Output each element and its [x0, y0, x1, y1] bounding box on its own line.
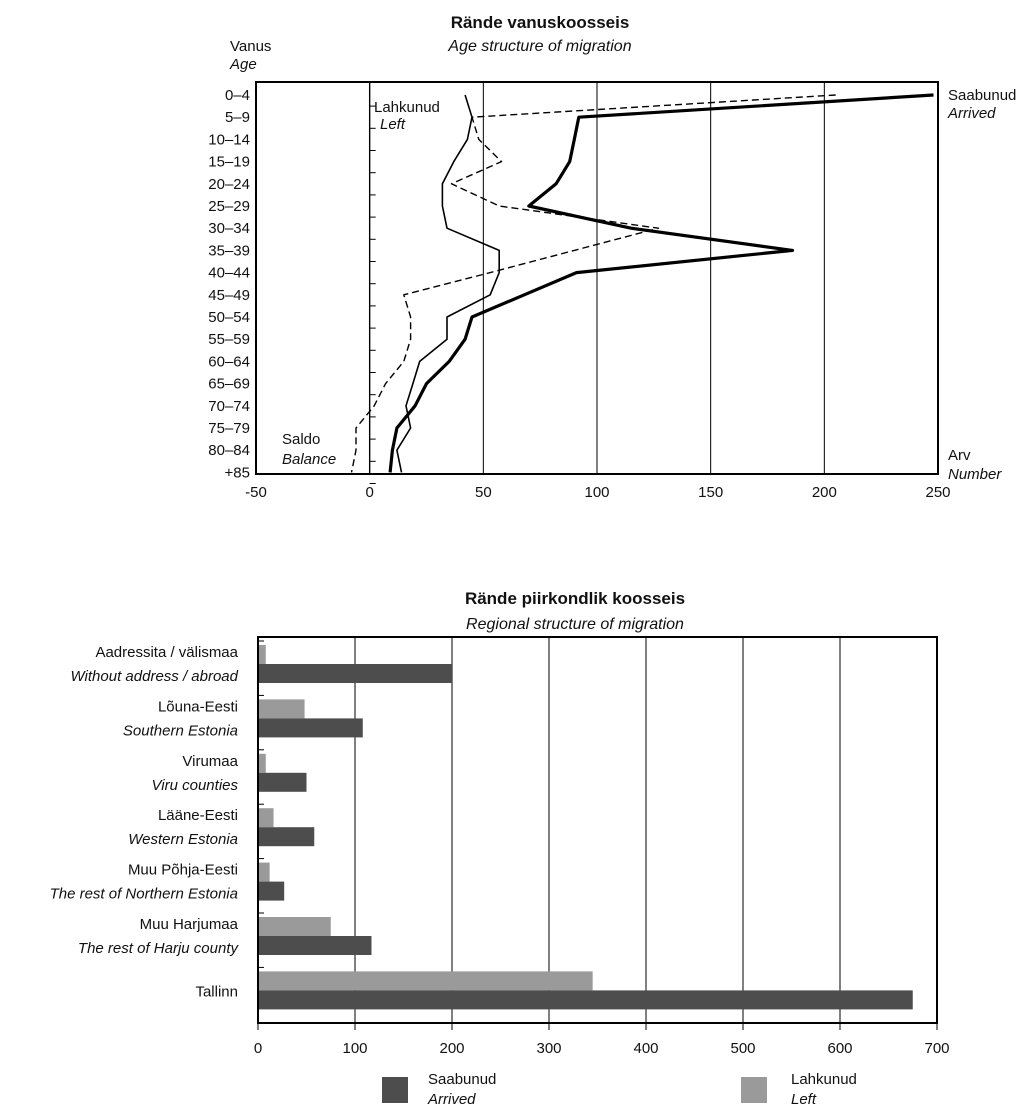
- age-grid: [368, 82, 825, 474]
- annotation-left: Lahkunud: [374, 99, 440, 116]
- age-chart-subtitle: Age structure of migration: [447, 38, 631, 55]
- regional-category-label-en: Western Estonia: [128, 831, 238, 848]
- regional-chart-subtitle: Regional structure of migration: [466, 616, 684, 633]
- regional-x-tick-label: 200: [439, 1040, 464, 1057]
- legend-label-left-en: Left: [791, 1091, 817, 1108]
- age-y-tick-label: 20–24: [208, 176, 250, 193]
- bar-left: [258, 753, 266, 773]
- age-y-tick-label: 35–39: [208, 242, 250, 259]
- legend-swatch-arrived: [382, 1077, 408, 1103]
- age-series: [350, 93, 934, 473]
- bar-left: [258, 971, 593, 991]
- bar-left: [258, 862, 270, 882]
- age-series-balance: [350, 94, 836, 473]
- regional-bars: [258, 645, 913, 1010]
- bar-arrived: [258, 664, 452, 683]
- legend-swatch-left: [741, 1077, 767, 1103]
- regional-ticks: Aadressita / välismaa Without address / a…: [50, 640, 950, 1057]
- regional-x-tick-label: 600: [827, 1040, 852, 1057]
- regional-category-label-en: Southern Estonia: [123, 722, 238, 739]
- age-ticks: -50 0 50 100 150 200 250 0–4 5–9 10–14 15–19 20–24 2…: [208, 87, 950, 501]
- annotation-arrived-en: Arrived: [947, 105, 996, 122]
- age-y-tick-label: 80–84: [208, 442, 250, 459]
- legend-label-arrived: Saabunud: [428, 1071, 496, 1088]
- age-y-tick-label: +85: [225, 464, 250, 481]
- annotation-left-en: Left: [380, 116, 406, 133]
- bar-arrived: [258, 936, 372, 955]
- bar-left: [258, 808, 274, 828]
- bar-left: [258, 917, 331, 936]
- age-y-tick-label: 0–4: [225, 87, 250, 104]
- age-y-axis-label-en: Age: [229, 56, 257, 73]
- bar-left: [258, 645, 266, 664]
- age-x-tick-label: 50: [475, 484, 492, 501]
- regional-x-tick-label: 700: [924, 1040, 949, 1057]
- age-y-tick-label: 45–49: [208, 287, 250, 304]
- regional-category-label-en: Viru counties: [152, 777, 239, 794]
- age-y-tick-label: 40–44: [208, 265, 250, 282]
- age-y-axis-label: Vanus: [230, 38, 271, 55]
- regional-category-label-en: Without address / abroad: [71, 668, 239, 685]
- bar-arrived: [258, 772, 307, 792]
- age-x-tick-label: 200: [812, 484, 837, 501]
- age-x-axis-label-en: Number: [948, 466, 1002, 483]
- regional-category-label: Muu Harjumaa: [140, 916, 239, 933]
- age-y-tick-label: 75–79: [208, 420, 250, 437]
- age-chart-title: Rände vanuskoosseis: [451, 13, 630, 32]
- age-x-tick-label: 150: [698, 484, 723, 501]
- bar-arrived: [258, 881, 285, 901]
- age-y-tick-label: 5–9: [225, 109, 250, 126]
- age-series-arrived: [388, 93, 934, 473]
- bar-arrived: [258, 718, 363, 738]
- regional-category-label-en: The rest of Northern Estonia: [50, 886, 238, 903]
- regional-x-tick-label: 0: [254, 1040, 262, 1057]
- age-x-tick-label: 100: [584, 484, 609, 501]
- annotation-balance: Saldo: [282, 431, 320, 448]
- regional-x-tick-label: 500: [730, 1040, 755, 1057]
- age-x-tick-label: 0: [365, 484, 373, 501]
- legend-label-left: Lahkunud: [791, 1071, 857, 1088]
- regional-grid: [354, 637, 841, 1023]
- age-chart: Rände vanuskoosseis Age structure of mig…: [208, 13, 1016, 501]
- regional-x-tick-label: 400: [633, 1040, 658, 1057]
- regional-category-label: Muu Põhja-Eesti: [128, 862, 238, 879]
- age-y-tick-label: 25–29: [208, 198, 250, 215]
- regional-x-tick-label: 300: [536, 1040, 561, 1057]
- regional-category-label: Lääne-Eesti: [158, 807, 238, 824]
- age-y-tick-label: 15–19: [208, 154, 250, 171]
- age-series-left: [396, 94, 501, 473]
- age-x-tick-label: 250: [925, 484, 950, 501]
- annotation-balance-en: Balance: [282, 451, 336, 468]
- bar-arrived: [258, 827, 315, 847]
- age-y-tick-label: 60–64: [208, 353, 250, 370]
- age-y-tick-label: 55–59: [208, 331, 250, 348]
- age-y-tick-label: 30–34: [208, 220, 250, 237]
- age-x-axis-label: Arv: [948, 447, 971, 464]
- age-x-tick-label: -50: [245, 484, 267, 501]
- regional-category-label: Aadressita / välismaa: [95, 644, 238, 661]
- regional-category-label: Lõuna-Eesti: [158, 698, 238, 715]
- age-y-tick-label: 65–69: [208, 376, 250, 393]
- bar-arrived: [258, 990, 913, 1010]
- regional-category-label: Tallinn: [195, 983, 238, 1000]
- age-plot-frame: [255, 81, 939, 475]
- regional-plot-frame: [257, 636, 938, 1024]
- regional-category-label-en: The rest of Harju county: [78, 940, 240, 957]
- legend-label-arrived-en: Arrived: [427, 1091, 476, 1108]
- regional-chart: Rände piirkondlik koosseis Regional stru…: [50, 589, 950, 1108]
- age-y-tick-label: 70–74: [208, 398, 250, 415]
- bar-left: [258, 699, 305, 719]
- regional-chart-title: Rände piirkondlik koosseis: [465, 589, 685, 608]
- regional-legend: Saabunud Arrived Lahkunud Left: [382, 1071, 857, 1108]
- annotation-arrived: Saabunud: [948, 87, 1016, 104]
- regional-category-label: Virumaa: [182, 753, 238, 770]
- age-y-tick-label: 50–54: [208, 309, 250, 326]
- age-y-tick-label: 10–14: [208, 131, 250, 148]
- regional-x-tick-label: 100: [342, 1040, 367, 1057]
